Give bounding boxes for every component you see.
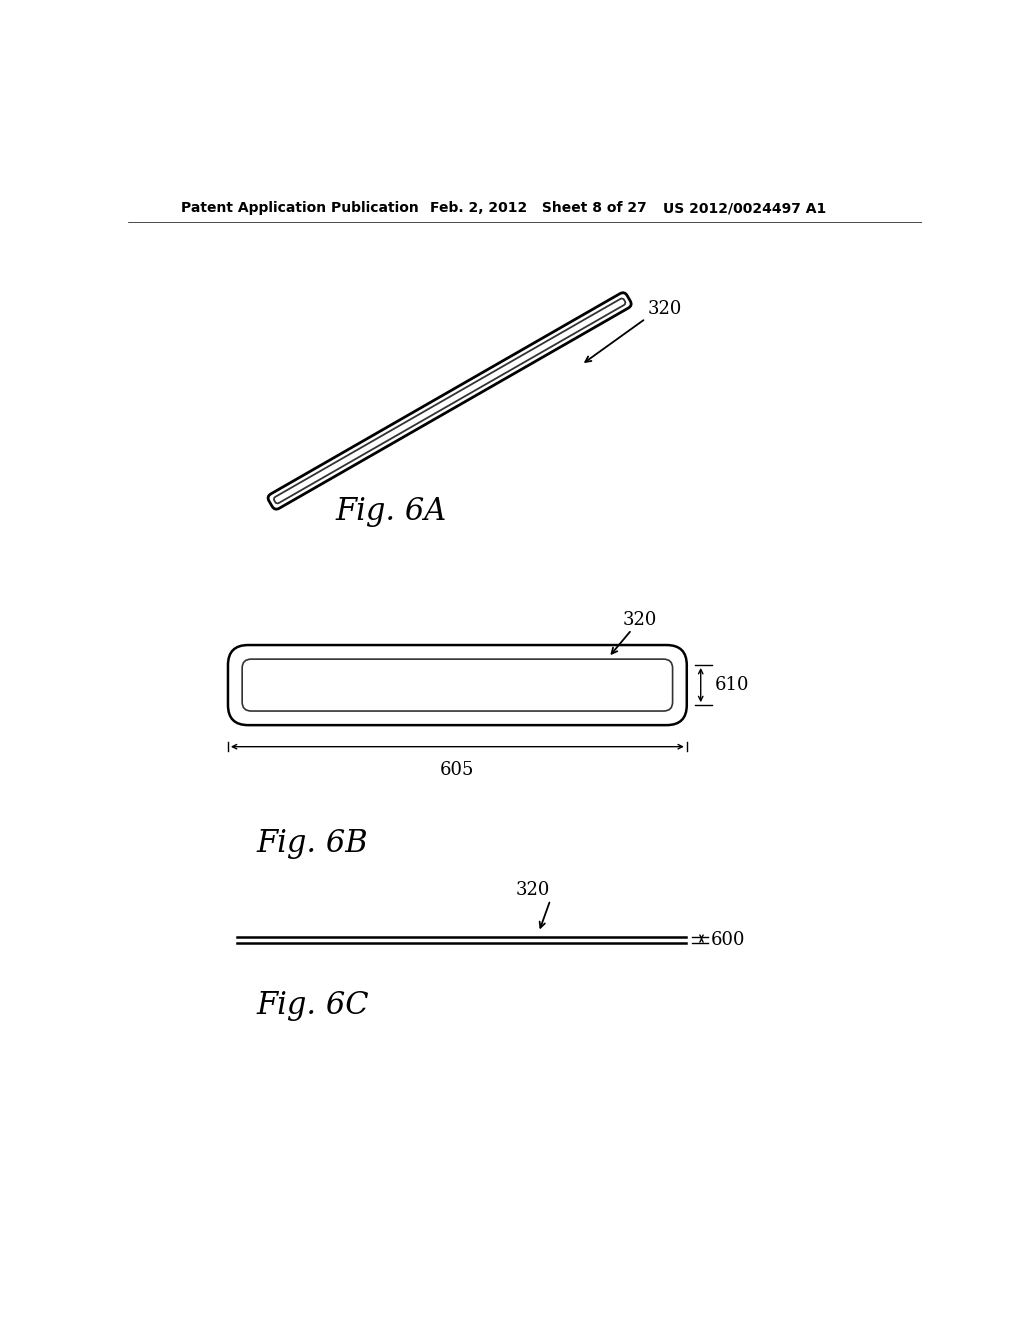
Text: Fig. 6B: Fig. 6B bbox=[257, 828, 369, 859]
Text: Fig. 6C: Fig. 6C bbox=[256, 990, 369, 1020]
Text: Feb. 2, 2012   Sheet 8 of 27: Feb. 2, 2012 Sheet 8 of 27 bbox=[430, 202, 647, 215]
FancyBboxPatch shape bbox=[268, 293, 631, 510]
Text: 320: 320 bbox=[647, 300, 682, 318]
Text: 320: 320 bbox=[515, 880, 550, 899]
Text: 600: 600 bbox=[711, 931, 745, 949]
Text: Patent Application Publication: Patent Application Publication bbox=[180, 202, 419, 215]
FancyBboxPatch shape bbox=[228, 645, 687, 725]
Text: Fig. 6A: Fig. 6A bbox=[336, 495, 447, 527]
Text: 605: 605 bbox=[440, 760, 474, 779]
Text: 320: 320 bbox=[623, 611, 656, 630]
Text: US 2012/0024497 A1: US 2012/0024497 A1 bbox=[663, 202, 826, 215]
Text: 610: 610 bbox=[715, 676, 750, 694]
